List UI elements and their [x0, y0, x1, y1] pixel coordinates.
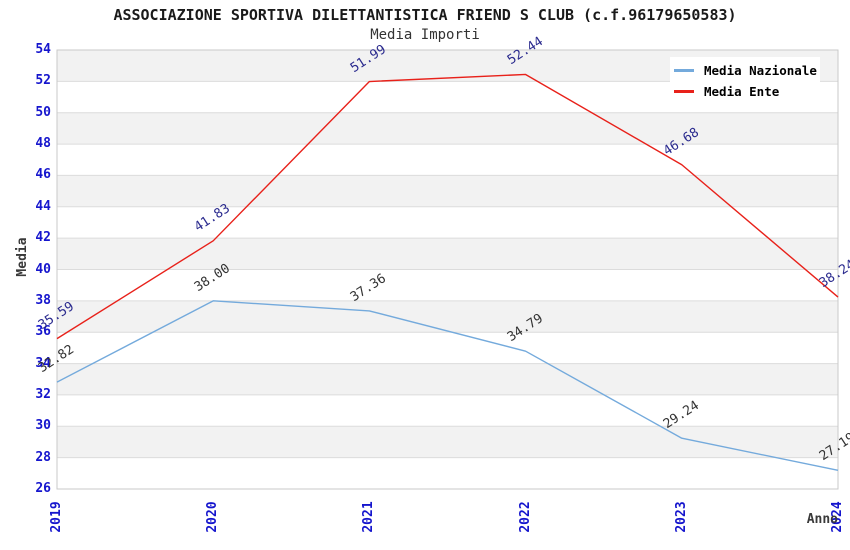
plot-band: [57, 363, 838, 395]
legend-swatch-line-icon: [674, 69, 694, 72]
y-tick-label: 50: [35, 104, 51, 120]
y-tick-label: 54: [35, 42, 51, 57]
media-nazionale-line: [56, 300, 839, 472]
plot-band: [57, 175, 838, 207]
plot-band: [57, 112, 838, 145]
x-tick-label: 2019: [49, 501, 64, 533]
x-tick-label: 2022: [517, 501, 533, 533]
legend-label: Media Ente: [704, 84, 780, 99]
plot-band: [57, 238, 838, 270]
y-tick-label: 36: [35, 324, 51, 340]
x-tick-label: 2023: [673, 501, 689, 533]
x-tick-label: 2021: [361, 501, 377, 533]
y-tick-label: 44: [35, 198, 51, 214]
plot-band: [57, 269, 838, 301]
plot-border: [56, 49, 839, 490]
chart-subtitle: Media Importi: [370, 27, 480, 43]
legend-label: Media Nazionale: [704, 63, 817, 78]
y-tick-label: 40: [35, 261, 51, 277]
y-tick-label: 48: [35, 136, 51, 152]
plot-band: [57, 300, 838, 333]
media-ente-line: [56, 73, 839, 340]
plot-band: [57, 206, 838, 239]
y-tick-label: 26: [35, 481, 51, 496]
chart-title: ASSOCIAZIONE SPORTIVA DILETTANTISTICA FR…: [113, 6, 737, 24]
y-tick-label: 46: [35, 167, 51, 183]
y-tick-label: 52: [35, 73, 51, 89]
legend-swatch-line-icon: [674, 90, 694, 93]
legend-item-media-nazionale: Media Nazionale: [674, 60, 820, 81]
y-tick-label: 28: [35, 449, 51, 465]
y-tick-label: 42: [35, 230, 51, 246]
legend-item-media-ente: Media Ente: [674, 81, 820, 102]
plot-band: [57, 144, 838, 176]
x-tick-label: 2020: [205, 501, 221, 533]
plot-band: [57, 426, 838, 458]
x-axis-label: Anno: [806, 512, 838, 527]
legend: Media Nazionale Media Ente: [670, 57, 820, 104]
y-axis-label: Media: [15, 237, 30, 277]
plot-band: [57, 394, 838, 427]
y-tick-label: 38: [35, 292, 51, 308]
y-tick-label: 32: [35, 386, 51, 402]
plot-band: [57, 332, 838, 364]
y-tick-label: 30: [35, 418, 51, 434]
plot-band: [57, 457, 838, 489]
y-tick-label: 34: [35, 355, 51, 371]
